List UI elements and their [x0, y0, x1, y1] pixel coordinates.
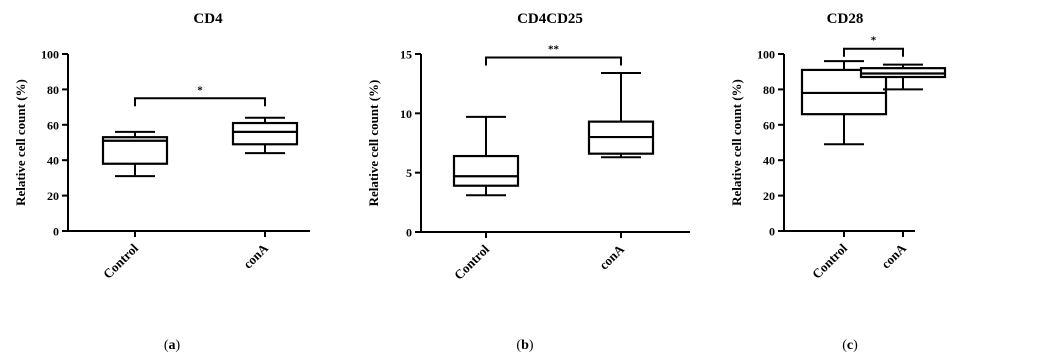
- significance-bracket: *: [843, 35, 904, 57]
- y-tick-label: 20: [763, 189, 775, 203]
- y-tick-label: 80: [763, 83, 775, 97]
- chart-panel-1: CD4 0 20 40 60 80 100 Relative cell count (%) Co…: [13, 11, 310, 353]
- y-tick-label: 60: [47, 118, 59, 132]
- y-tick-label: 100: [41, 48, 59, 62]
- significance-label: **: [548, 44, 560, 56]
- y-tick-label: 40: [763, 154, 775, 168]
- chart-panel-3: CD28 0 20 40 60 80 100 Relative cell count (%) C…: [729, 11, 947, 353]
- y-axis-label: Relative cell count (%): [366, 80, 381, 207]
- y-tick-label: 10: [400, 107, 412, 121]
- chart-panel-2: CD4CD25 0 5 10 15 Relative cell count (%) Cont…: [366, 11, 690, 353]
- y-tick-label: 60: [763, 118, 775, 132]
- box-cona: [859, 63, 947, 91]
- category-label-cona: conA: [240, 240, 271, 271]
- box-cona: [231, 116, 299, 155]
- y-axis-label: Relative cell count (%): [13, 79, 28, 206]
- category-label-cona: conA: [596, 241, 627, 272]
- box-control: [452, 115, 520, 197]
- y-tick-label: 5: [406, 166, 412, 180]
- category-label-control: Control: [100, 240, 141, 281]
- box-control: [101, 130, 169, 178]
- significance-label: *: [871, 35, 877, 47]
- y-tick-label: 0: [406, 226, 412, 240]
- panel-label: (a): [164, 338, 181, 353]
- y-axis-label: Relative cell count (%): [729, 79, 744, 206]
- box-cona: [587, 71, 655, 159]
- bracket-line: [843, 47, 904, 57]
- significance-bracket: *: [134, 84, 266, 107]
- category-label-cona: conA: [878, 240, 909, 271]
- y-tick-label: 80: [47, 83, 59, 97]
- y-tick-label: 0: [53, 225, 59, 239]
- panel-label: (c): [842, 338, 858, 353]
- category-label-control: Control: [451, 241, 492, 282]
- chart-title: CD28: [827, 11, 864, 27]
- significance-label: *: [197, 84, 203, 96]
- box-iqr: [452, 154, 520, 187]
- y-tick-label: 100: [757, 48, 775, 62]
- panel-label: (b): [516, 338, 533, 353]
- bracket-line: [134, 97, 266, 107]
- chart-title: CD4CD25: [517, 11, 583, 27]
- significance-bracket: **: [485, 44, 622, 66]
- y-tick-label: 20: [47, 189, 59, 203]
- category-label-control: Control: [809, 240, 850, 281]
- chart-title: CD4: [193, 11, 223, 27]
- y-tick-label: 40: [47, 154, 59, 168]
- box-iqr: [231, 121, 299, 146]
- bracket-line: [485, 56, 622, 66]
- y-tick-label: 15: [400, 48, 412, 62]
- y-tick-label: 0: [769, 225, 775, 239]
